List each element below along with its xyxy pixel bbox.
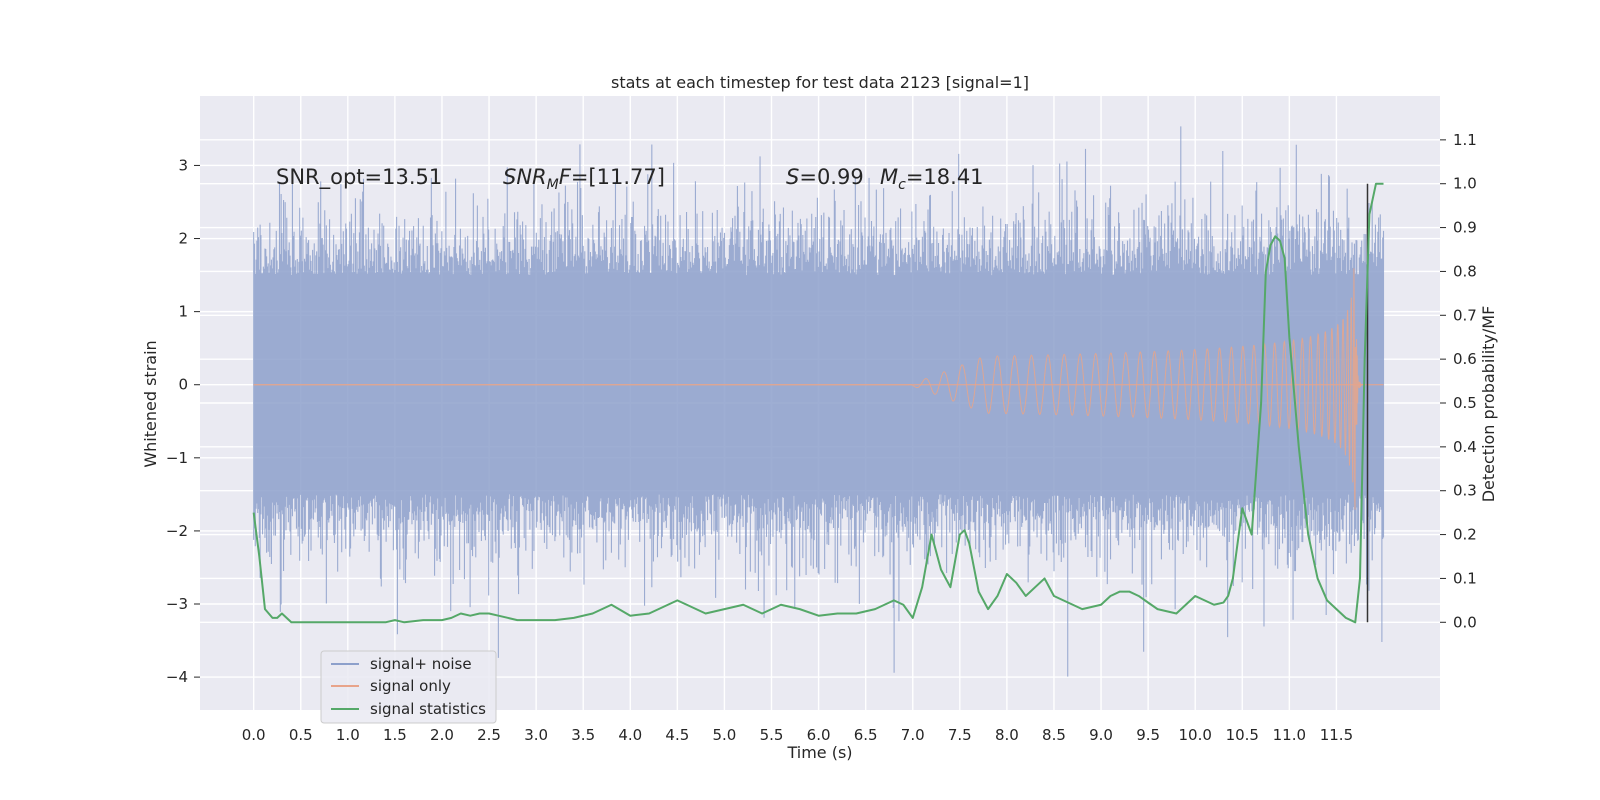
x-tick-label: 9.0 (1089, 726, 1113, 744)
chart-title: stats at each timestep for test data 212… (611, 73, 1029, 92)
y-tick-label: −1 (166, 449, 188, 467)
right-y-tick-label: 0.5 (1453, 394, 1477, 412)
mc-value: =18.41 (906, 165, 984, 189)
s-value: =0.99 (799, 165, 863, 189)
x-tick-label: 1.0 (336, 726, 360, 744)
x-tick-label: 3.0 (524, 726, 548, 744)
x-tick-label: 5.0 (713, 726, 737, 744)
legend-label-signal-only: signal only (370, 677, 451, 695)
right-y-tick-label: 0.9 (1453, 219, 1477, 237)
right-y-tick-label: 0.6 (1453, 350, 1477, 368)
legend: signal+ noise signal only signal statist… (320, 650, 497, 724)
x-tick-label: 0.5 (289, 726, 313, 744)
x-tick-label: 6.0 (807, 726, 831, 744)
right-y-tick-label: 1.1 (1453, 131, 1477, 149)
right-y-tick-label: 0.0 (1453, 613, 1477, 631)
legend-box (320, 650, 497, 724)
y-tick-labels: 3 2 1 0 −1 −2 −3 −4 (166, 156, 200, 686)
snr-mf-annotation: SNRMF=[11.77] (503, 165, 665, 193)
x-tick-label: 11.0 (1273, 726, 1306, 744)
x-tick-label: 4.0 (618, 726, 642, 744)
x-tick-label: 1.5 (383, 726, 407, 744)
x-tick-label: 4.5 (665, 726, 689, 744)
s-symbol: S (786, 165, 799, 189)
x-tick-label: 5.5 (760, 726, 784, 744)
x-tick-label: 9.5 (1136, 726, 1160, 744)
mc-subscript: c (898, 177, 906, 193)
x-tick-label: 0.0 (242, 726, 266, 744)
x-tick-label: 11.5 (1320, 726, 1353, 744)
x-tick-label: 6.5 (854, 726, 878, 744)
x-tick-label: 10.5 (1226, 726, 1259, 744)
snr-mf-value: =[11.77] (571, 165, 665, 189)
snr-mf-symbol: SNR (503, 165, 547, 189)
right-y-tick-label: 1.0 (1453, 175, 1477, 193)
s-annotation: S=0.99 (786, 165, 864, 189)
x-tick-labels: 0.0 0.5 1.0 1.5 2.0 2.5 3.0 3.5 4.0 4.5 5.0 5.5 6.0 6… (242, 726, 1353, 744)
x-tick-label: 2.5 (477, 726, 501, 744)
series-signal-noise (253, 126, 1385, 677)
right-y-axis-title: Detection probability/MF (1479, 306, 1498, 503)
y-tick-label: 0 (178, 376, 188, 394)
series-signal-statistics (252, 182, 1384, 624)
series-signal-only (253, 268, 1364, 510)
y-tick-label: 3 (178, 156, 188, 174)
x-axis-title: Time (s) (786, 743, 852, 762)
mc-symbol: M (880, 165, 898, 189)
right-y-tick-label: 0.1 (1453, 569, 1477, 587)
x-tick-label: 7.5 (948, 726, 972, 744)
y-tick-label: 2 (178, 230, 188, 248)
legend-label-signal-statistics: signal statistics (370, 700, 486, 718)
x-tick-label: 8.0 (995, 726, 1019, 744)
y-tick-label: 1 (178, 303, 188, 321)
right-y-tick-labels: 1.1 1.0 0.9 0.8 0.7 0.6 0.5 0.4 0.3 0.2 0.1 0.0 (1440, 131, 1477, 631)
right-y-tick-label: 0.4 (1453, 438, 1477, 456)
right-y-tick-label: 0.2 (1453, 526, 1477, 544)
y-tick-label: −2 (166, 522, 188, 540)
snr-mf-symbol-tail: F (559, 165, 572, 189)
series-layer (252, 126, 1385, 677)
snr-opt-annotation: SNR_opt=13.51 (276, 165, 442, 190)
x-tick-label: 2.0 (430, 726, 454, 744)
right-y-tick-label: 0.3 (1453, 482, 1477, 500)
y-tick-label: −3 (166, 595, 188, 613)
x-tick-label: 8.5 (1042, 726, 1066, 744)
x-tick-label: 3.5 (571, 726, 595, 744)
y-tick-label: −4 (166, 668, 188, 686)
y-axis-title: Whitened strain (141, 340, 160, 467)
legend-label-signal-noise: signal+ noise (370, 655, 472, 673)
mc-annotation: Mc=18.41 (880, 165, 984, 193)
snr-mf-subscript: M (547, 177, 559, 193)
x-tick-label: 10.0 (1178, 726, 1211, 744)
x-tick-label: 7.0 (901, 726, 925, 744)
right-y-tick-label: 0.8 (1453, 262, 1477, 280)
right-y-tick-label: 0.7 (1453, 306, 1477, 324)
